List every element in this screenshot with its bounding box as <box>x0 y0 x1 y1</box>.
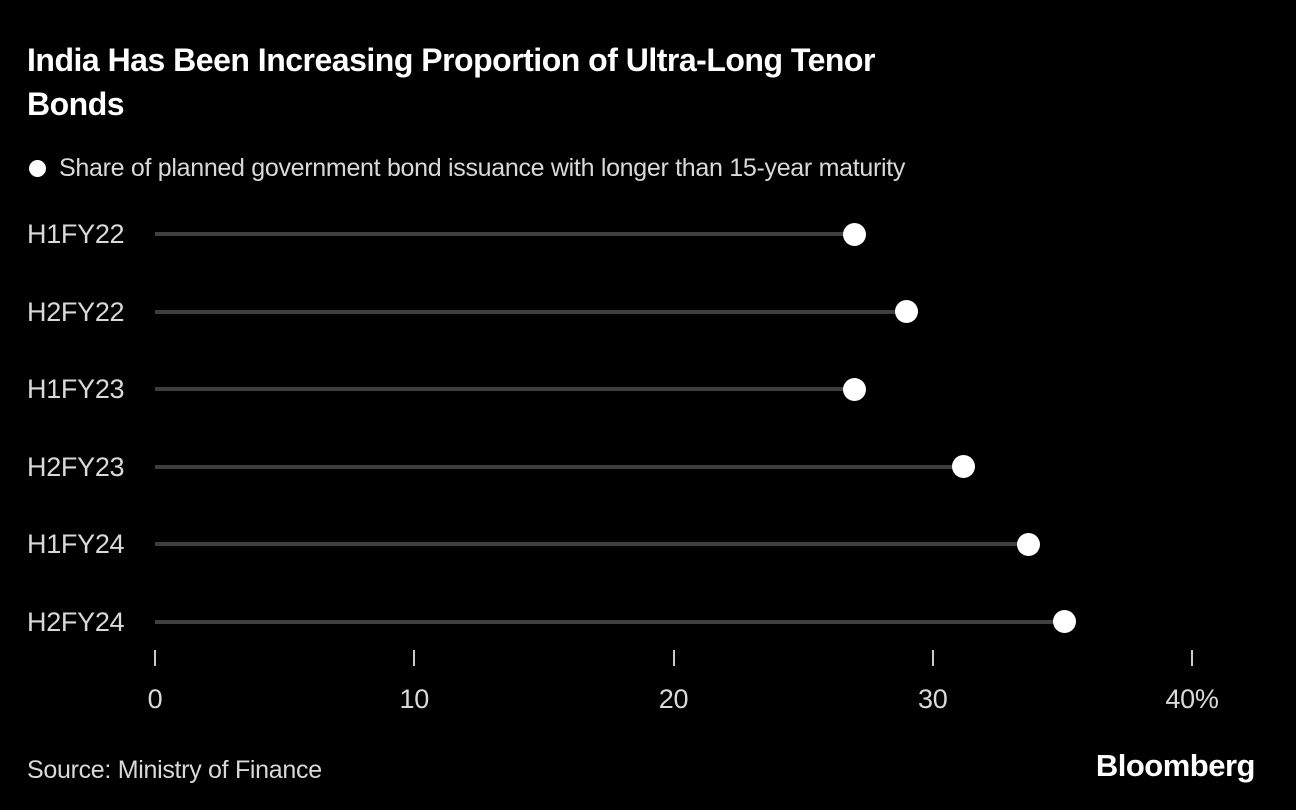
chart-title-line-1: India Has Been Increasing Proportion of … <box>27 42 875 78</box>
axis-tick-label: 30 <box>918 684 948 714</box>
row-label: H1FY22 <box>27 219 125 249</box>
axis-tick-label: 0 <box>147 684 163 714</box>
row-label: H2FY24 <box>27 606 125 637</box>
axis-tick-label: 20 <box>658 684 689 714</box>
row-label: H2FY22 <box>27 296 125 327</box>
row-stem-line <box>155 464 964 469</box>
row-stem-line <box>155 387 855 391</box>
row-stem-line <box>155 542 1029 546</box>
filled-circle-icon <box>29 160 46 177</box>
data-point-dot <box>1053 610 1077 633</box>
axis-tick-mark <box>672 650 675 666</box>
axis-tick-label: 40% <box>1165 684 1219 714</box>
data-point-dot <box>843 377 867 401</box>
data-point-dot <box>895 300 919 323</box>
legend: Share of planned government bond issuanc… <box>29 154 905 183</box>
row-label: H1FY24 <box>27 529 125 559</box>
source-note: Source: Ministry of Finance <box>27 756 322 784</box>
axis-tick-mark <box>931 650 934 666</box>
chart-title-line-2: Bonds <box>27 86 125 122</box>
legend-label: Share of planned government bond issuanc… <box>59 154 906 182</box>
axis-tick-mark <box>413 650 416 666</box>
row-stem-line <box>155 619 1065 624</box>
row-stem-line <box>155 232 855 236</box>
row-label: H2FY23 <box>27 451 125 482</box>
axis-tick-mark <box>1191 650 1193 666</box>
data-point-dot <box>1017 532 1041 556</box>
axis-tick-mark <box>154 650 156 666</box>
data-point-dot <box>843 222 867 246</box>
row-stem-line <box>155 309 907 314</box>
axis-tick-label: 10 <box>399 684 430 714</box>
row-label: H1FY23 <box>27 374 125 404</box>
bloomberg-logo: Bloomberg <box>1095 748 1256 783</box>
data-point-dot <box>952 455 976 478</box>
chart-title: India Has Been Increasing Proportion of … <box>27 38 875 126</box>
